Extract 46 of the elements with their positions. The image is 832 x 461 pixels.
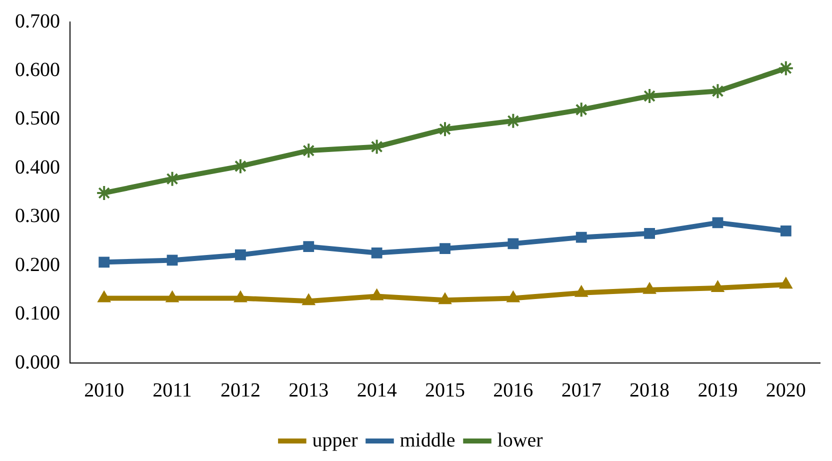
x-tick-label: 2017 xyxy=(561,379,602,402)
y-tick-label: 0.000 xyxy=(15,351,60,374)
x-tick-label: 2012 xyxy=(220,379,260,402)
point xyxy=(98,256,110,268)
x-tick-label: 2010 xyxy=(84,379,124,402)
y-tick-label: 0.600 xyxy=(15,58,60,81)
x-tick-label: 2016 xyxy=(493,379,534,402)
x-tick-label: 2015 xyxy=(425,379,465,402)
y-tick-label: 0.300 xyxy=(15,205,60,228)
x-tick-label: 2020 xyxy=(766,379,806,402)
y-tick-label: 0.700 xyxy=(15,10,60,32)
point xyxy=(506,290,520,302)
point xyxy=(166,254,178,266)
y-tick-label: 0.200 xyxy=(15,254,60,276)
legend-label: lower xyxy=(497,429,544,452)
point xyxy=(508,238,519,250)
x-tick-label: 2018 xyxy=(630,379,670,402)
point xyxy=(574,285,588,297)
x-tick-label: 2013 xyxy=(288,379,329,402)
point xyxy=(576,232,587,243)
point xyxy=(235,249,246,260)
point xyxy=(302,294,316,306)
x-tick-label: 2011 xyxy=(152,379,192,402)
point xyxy=(712,217,724,228)
point xyxy=(642,282,656,294)
point xyxy=(440,243,450,254)
legend-label: upper xyxy=(312,429,358,452)
point xyxy=(371,247,382,258)
point xyxy=(370,288,384,300)
legend-label: middle xyxy=(400,429,456,452)
x-tick-label: 2014 xyxy=(356,379,397,402)
point xyxy=(711,280,724,292)
point xyxy=(166,290,179,302)
point xyxy=(234,290,248,302)
point xyxy=(778,60,794,76)
y-tick-label: 0.100 xyxy=(15,302,60,325)
point xyxy=(303,241,314,252)
point xyxy=(438,292,452,304)
point xyxy=(644,228,655,239)
y-tick-label: 0.500 xyxy=(15,108,60,130)
point xyxy=(780,226,792,236)
y-tick-label: 0.400 xyxy=(15,156,60,178)
point xyxy=(98,290,111,302)
point xyxy=(437,121,453,138)
x-tick-label: 2019 xyxy=(698,379,738,402)
point xyxy=(779,277,792,289)
